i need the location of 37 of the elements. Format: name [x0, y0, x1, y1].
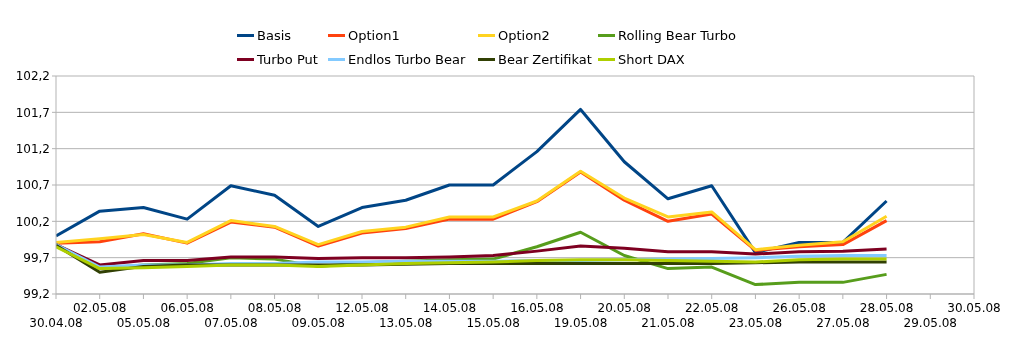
legend-label: Endlos Turbo Bear	[348, 52, 466, 67]
legend-label: Short DAX	[618, 52, 685, 67]
legend-label: Option2	[498, 28, 550, 43]
x-tick-label: 30.04.08	[29, 316, 83, 330]
x-tick-label: 16.05.08	[510, 301, 564, 315]
y-tick-label: 102,2	[15, 69, 50, 84]
x-tick-label: 30.05.08	[947, 301, 1001, 315]
legend-label: Rolling Bear Turbo	[618, 28, 736, 43]
x-tick-label: 28.05.08	[859, 301, 914, 315]
y-tick-label: 99,2	[23, 287, 50, 302]
x-tick-label: 12.05.08	[335, 301, 389, 315]
legend-label: Bear Zertifikat	[498, 52, 592, 67]
x-tick-label: 23.05.08	[728, 316, 783, 330]
x-tick-label: 13.05.08	[379, 316, 433, 330]
x-tick-label: 29.05.08	[903, 316, 957, 330]
x-tick-label: 06.05.08	[160, 301, 214, 315]
x-tick-label: 27.05.08	[816, 316, 870, 330]
x-tick-label: 09.05.08	[291, 316, 345, 330]
y-tick-label: 99,7	[23, 250, 50, 265]
x-tick-label: 07.05.08	[204, 316, 258, 330]
x-tick-label: 05.05.08	[116, 316, 171, 330]
x-tick-label: 15.05.08	[466, 316, 520, 330]
x-tick-label: 14.05.08	[422, 301, 477, 315]
y-tick-label: 101,2	[15, 141, 50, 156]
x-tick-label: 21.05.08	[641, 316, 695, 330]
x-tick-label: 26.05.08	[772, 301, 826, 315]
legend-label: Option1	[348, 28, 400, 43]
x-tick-label: 02.05.08	[73, 301, 127, 315]
legend-label: Basis	[257, 28, 292, 43]
x-tick-label: 19.05.08	[553, 316, 608, 330]
x-tick-label: 08.05.08	[247, 301, 302, 315]
y-tick-label: 100,7	[15, 178, 50, 193]
y-tick-label: 101,7	[15, 105, 50, 120]
y-tick-label: 100,2	[15, 214, 50, 229]
x-tick-label: 22.05.08	[685, 301, 739, 315]
legend-label: Turbo Put	[257, 52, 318, 67]
x-tick-label: 20.05.08	[597, 301, 651, 315]
